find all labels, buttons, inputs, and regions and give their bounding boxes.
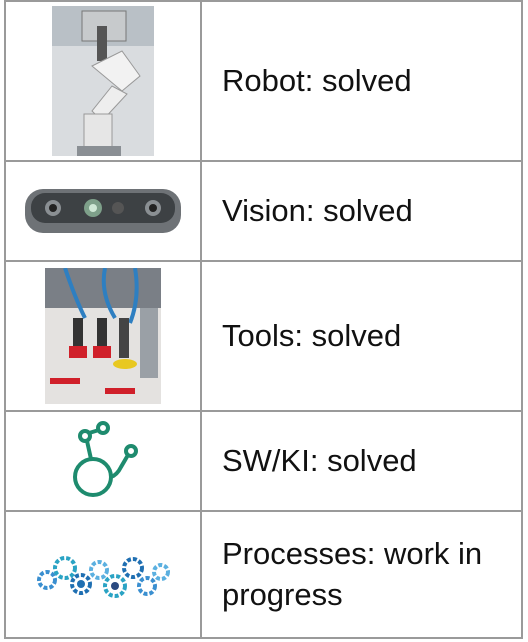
status-text: Processes: work in progress	[200, 510, 523, 639]
status-text: Vision: solved	[200, 160, 523, 262]
table-row: Robot: solved	[4, 0, 523, 162]
image-cell	[4, 0, 202, 162]
robot-image	[52, 6, 154, 156]
status-table: Robot: solved Vision: solved	[4, 0, 523, 639]
status-text: SW/KI: solved	[200, 410, 523, 512]
table-row: Vision: solved	[4, 160, 523, 262]
camera-image	[25, 189, 181, 233]
table-row: Tools: solved	[4, 260, 523, 412]
image-cell	[4, 410, 202, 512]
tools-image	[45, 268, 161, 404]
status-text: Tools: solved	[200, 260, 523, 412]
image-cell	[4, 260, 202, 412]
image-cell	[4, 160, 202, 262]
status-text: Robot: solved	[200, 0, 523, 162]
network-icon	[73, 421, 138, 497]
table-row: Processes: work in progress	[4, 510, 523, 639]
image-cell	[4, 510, 202, 639]
table-row: SW/KI: solved	[4, 410, 523, 512]
gears-icon	[37, 555, 170, 598]
